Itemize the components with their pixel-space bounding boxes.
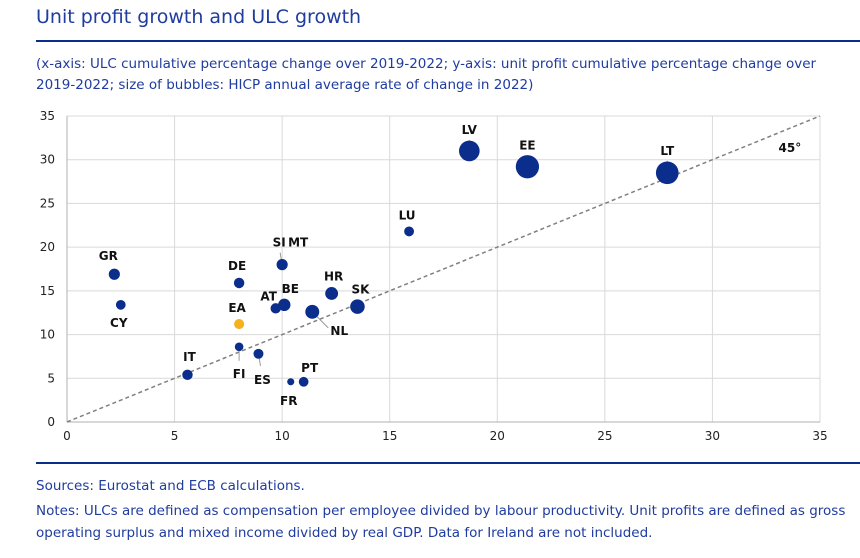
point-label-ee: EE [519,139,535,153]
y-tick-label: 5 [47,371,55,385]
bubble-cy [115,299,126,310]
scatter-chart: 0 5 10 15 20 25 30 35 0 5 10 15 20 25 30 35 45° LV EE LT LU S… [40,109,828,443]
point-label-pt: PT [301,361,319,375]
reference-45-line [66,115,821,423]
point-label-at: AT [260,289,277,303]
point-label-hr: HR [324,269,343,283]
x-tick-label: 5 [171,429,179,443]
y-tick-label: 10 [40,328,55,342]
point-label-ea: EA [228,301,246,315]
x-tick-label: 20 [490,429,505,443]
x-tick-label: 0 [63,429,71,443]
y-tick-label: 25 [40,196,55,210]
point-label-es: ES [254,373,271,387]
bubble-lu [404,226,414,237]
point-label-be: BE [282,282,299,296]
chart-subtitle: (x-axis: ULC cumulative percentage chang… [36,56,817,93]
point-label-it: IT [183,350,196,364]
point-label-lv: LV [462,123,478,137]
y-tick-label: 30 [40,153,55,167]
point-label-sk: SK [351,283,370,297]
sources-note: Sources: Eurostat and ECB calculations. [36,478,305,494]
footer-divider [36,462,860,464]
bubble-pt [298,376,309,387]
bubble-ea [234,319,245,330]
bubble-sk [350,299,365,314]
point-label-gr: GR [99,249,118,263]
bubble-de [233,277,245,289]
point-label-si: SI [273,236,286,250]
point-label-lt: LT [660,144,675,158]
bubble-hr [325,287,339,300]
bubble-fi [234,342,244,352]
bubble-gr [108,268,120,280]
y-tick-label: 15 [40,284,55,298]
point-label-nl: NL [330,324,348,338]
y-tick-label: 20 [40,240,55,254]
bubble-nl [305,304,320,319]
point-label-cy: CY [110,316,128,330]
point-label-lu: LU [399,208,416,222]
bubble-es [253,348,264,359]
notes-text: Notes: ULCs are defined as compensation … [36,503,846,541]
point-label-mt: MT [288,236,309,250]
bubble-ee [515,155,540,179]
title-divider [36,40,860,42]
point-label-de: DE [228,259,246,273]
point-label-fr: FR [280,394,297,408]
bubble-it [182,369,193,381]
bubble-lv [458,140,480,162]
x-tick-label: 30 [705,429,720,443]
bubble-be [278,298,291,312]
y-tick-label: 0 [47,415,55,429]
x-tick-label: 35 [812,429,827,443]
y-tick-label: 35 [40,109,55,123]
x-tick-label: 10 [275,429,290,443]
reference-line-label: 45° [779,141,802,155]
bubble-lt [655,161,679,185]
bubble-fr [287,378,295,386]
bubble-mt [278,260,286,269]
x-tick-label: 15 [382,429,397,443]
chart-title: Unit profit growth and ULC growth [36,6,362,28]
point-label-fi: FI [233,367,246,381]
x-tick-label: 25 [597,429,612,443]
